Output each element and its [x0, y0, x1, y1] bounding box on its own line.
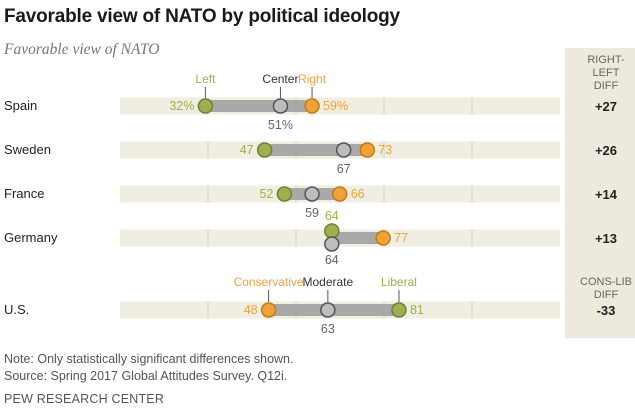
center-value-label: 51% — [268, 118, 293, 132]
diff-header-label: DIFF — [594, 289, 619, 301]
moderate-value-label: 63 — [321, 322, 335, 336]
right-value-label: 66 — [351, 187, 365, 201]
center-value-label: 67 — [337, 162, 351, 176]
left-value-label: 47 — [240, 143, 254, 157]
center-value-label: 64 — [325, 253, 339, 267]
diff-header-label: CONS-LIB — [580, 276, 632, 288]
row-label: Sweden — [4, 142, 51, 157]
center-dot — [335, 142, 352, 158]
right-dot — [359, 142, 376, 158]
left-dot — [256, 142, 273, 158]
legend-right: Right — [298, 72, 327, 86]
legend-liberal: Liberal — [381, 275, 417, 289]
source-text: Source: Spring 2017 Global Attitudes Sur… — [4, 369, 288, 383]
left-dot — [197, 98, 214, 114]
right-value-label: 59% — [323, 99, 348, 113]
chart-subtitle: Favorable view of NATO — [4, 41, 160, 58]
chart-title: Favorable view of NATO by political ideo… — [4, 6, 400, 27]
diff-header-label: RIGHT- — [587, 54, 625, 66]
right-dot — [304, 98, 320, 114]
diff-header-label: LEFT — [593, 67, 620, 79]
diff-value: +27 — [595, 99, 617, 114]
diff-value: +26 — [595, 143, 617, 158]
center-dot — [324, 236, 340, 252]
row-label: France — [4, 186, 44, 201]
legend-left: Left — [195, 72, 216, 86]
right-value-label: 73 — [378, 143, 392, 157]
legend-conservative: Conservative — [234, 275, 304, 289]
diff-panel — [565, 48, 635, 338]
right-dot — [331, 186, 348, 202]
diff-header-label: DIFF — [594, 80, 619, 92]
conservative-dot — [260, 302, 277, 318]
left-dot — [324, 223, 340, 239]
range-connector — [205, 100, 313, 112]
row-label: Spain — [4, 98, 37, 113]
center-value-label: 59 — [305, 206, 319, 220]
diff-value: +13 — [595, 231, 617, 246]
left-value-label: 32% — [169, 99, 194, 113]
conservative-value-label: 48 — [244, 303, 258, 317]
range-connector — [264, 144, 368, 156]
liberal-dot — [391, 302, 407, 318]
liberal-value-label: 81 — [410, 303, 424, 317]
legend-moderate: Moderate — [302, 275, 353, 289]
right-value-label: 77 — [394, 231, 408, 245]
range-connector — [331, 232, 384, 244]
left-dot — [276, 186, 293, 202]
left-value-label: 64 — [325, 209, 339, 223]
diff-value: -33 — [597, 303, 616, 318]
moderate-dot — [320, 302, 336, 318]
right-dot — [375, 230, 391, 246]
center-dot — [304, 186, 320, 202]
legend-center: Center — [262, 72, 298, 86]
organization-name: PEW RESEARCH CENTER — [4, 392, 165, 406]
row-label: Germany — [4, 230, 58, 245]
note-text: Note: Only statistically significant dif… — [4, 352, 294, 366]
footer: Note: Only statistically significant dif… — [4, 351, 293, 408]
row-label: U.S. — [4, 302, 29, 317]
center-dot — [272, 98, 289, 114]
left-value-label: 52 — [259, 187, 273, 201]
diff-value: +14 — [595, 187, 618, 202]
